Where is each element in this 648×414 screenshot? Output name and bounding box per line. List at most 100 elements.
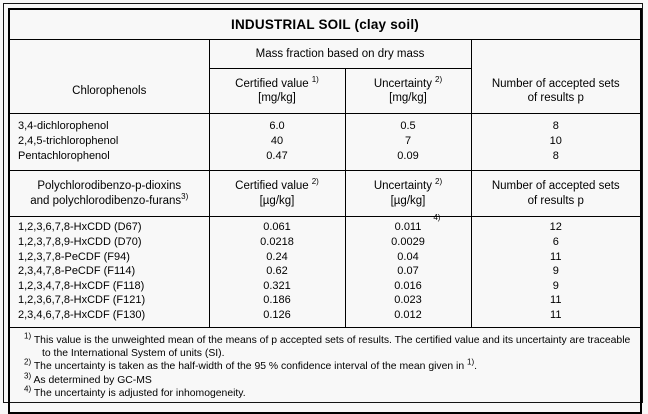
compound-name: Pentachlorophenol bbox=[18, 150, 110, 162]
header-row-1: Chlorophenols Mass fraction based on dry… bbox=[8, 39, 642, 114]
uncertainty-header: Uncertainty 2) [mg/kg] bbox=[344, 68, 472, 114]
accepted-sets-value: 11 bbox=[550, 308, 562, 321]
certified-value: 0.321 bbox=[263, 279, 291, 292]
footnote-text: As determined by GC-MS bbox=[33, 374, 152, 386]
uncertainty-unit: [mg/kg] bbox=[389, 92, 427, 104]
footnote-marker: 1) bbox=[24, 331, 32, 341]
compound-name: 1,2,3,4,7,8-HxCDF (F118) bbox=[18, 279, 145, 292]
accepted-sets-line1: Number of accepted sets bbox=[491, 180, 620, 192]
certified-value: 0.0218 bbox=[260, 236, 294, 249]
footnote-2: 2) The uncertainty is taken as the half-… bbox=[16, 357, 632, 373]
uncertainty-column: 0.5 7 0.09 bbox=[344, 113, 472, 171]
compound-name: 1,2,3,6,7,8-HxCDD (D67) bbox=[18, 221, 142, 234]
certified-value: 6.0 bbox=[269, 120, 285, 132]
certified-value: 40 bbox=[270, 135, 284, 147]
uncertainty-value: 0.0029 bbox=[391, 236, 425, 249]
uncertainty-value: 0.023 bbox=[394, 294, 422, 307]
mass-fraction-header: Mass fraction based on dry mass bbox=[208, 39, 472, 69]
certified-value-label: Certified value bbox=[235, 180, 309, 192]
compound-name: 2,3,4,7,8-PeCDF (F114) bbox=[18, 265, 136, 278]
compound-name-column: 1,2,3,6,7,8-HxCDD (D67) 1,2,3,7,8,9-HxCD… bbox=[8, 216, 210, 328]
footnote-text: This value is the unweighted mean of the… bbox=[33, 335, 631, 360]
certified-value-column: 6.0 40 0.47 bbox=[208, 113, 346, 171]
footnote-tail: . bbox=[474, 361, 478, 373]
footnotes-area: 1) This value is the unweighted mean of … bbox=[8, 327, 642, 413]
certified-value: 0.186 bbox=[263, 294, 291, 307]
uncertainty-value: 0.012 bbox=[394, 308, 422, 321]
uncertainty-value: 0.04 bbox=[397, 250, 419, 263]
certified-value: 0.47 bbox=[266, 150, 288, 162]
compound-name: 2,3,4,6,7,8-HxCDF (F130) bbox=[18, 308, 146, 321]
accepted-sets-value: 11 bbox=[550, 294, 562, 307]
title-row: INDUSTRIAL SOIL (clay soil) bbox=[8, 9, 642, 40]
accepted-sets-value: 8 bbox=[552, 120, 559, 132]
uncertainty-footnote-ref: 2) bbox=[435, 74, 443, 84]
compound-name-column: 3,4-dichlorophenol 2,4,5-trichlorophenol… bbox=[8, 113, 210, 171]
accepted-sets-value: 6 bbox=[552, 236, 559, 249]
certified-value-unit: [mg/kg] bbox=[258, 92, 296, 104]
accepted-sets-value: 8 bbox=[552, 150, 559, 162]
footnote-3: 3) As determined by GC-MS bbox=[16, 371, 632, 387]
certified-value-label: Certified value bbox=[235, 77, 309, 90]
accepted-sets-value: 10 bbox=[549, 135, 562, 147]
compound-name: 2,4,5-trichlorophenol bbox=[18, 135, 119, 147]
footnote-marker: 2) bbox=[24, 357, 32, 367]
uncertainty-label: Uncertainty bbox=[373, 180, 433, 192]
certified-values-table: INDUSTRIAL SOIL (clay soil) Chlorophenol… bbox=[8, 8, 642, 414]
dioxins-label-line2: and polychlorodibenzo-furans bbox=[30, 194, 182, 207]
uncertainty-unit: [µg/kg] bbox=[390, 194, 426, 207]
accepted-sets-line2: of results p bbox=[527, 194, 584, 207]
footnote-text: The uncertainty is taken as the half-wid… bbox=[33, 361, 468, 373]
accepted-sets-value: 12 bbox=[549, 221, 562, 234]
header-row-2: Certified value 1) [mg/kg] Uncertainty 2) … bbox=[9, 68, 641, 114]
accepted-sets-value: 11 bbox=[550, 250, 562, 263]
section-dioxins-header: Polychlorodibenzo-p-dioxins and polychlo… bbox=[8, 170, 210, 217]
section-chlorophenols-header: Chlorophenols bbox=[8, 39, 210, 114]
footnote-marker: 4) bbox=[24, 384, 32, 394]
accepted-sets-column: 12 6 11 9 9 11 11 bbox=[470, 216, 642, 328]
certified-value-header: Certified value 1) [mg/kg] bbox=[208, 68, 346, 114]
footnotes-row: 1) This value is the unweighted mean of … bbox=[8, 327, 642, 413]
uncertainty-value: 0.016 bbox=[394, 279, 422, 292]
uncertainty-column: 0.011 4) 0.0029 0.04 0.07 0.016 0.023 0.0… bbox=[344, 214, 472, 328]
accepted-sets-column: 8 10 8 bbox=[470, 113, 642, 171]
certified-value-header-2: Certified value 2) [µg/kg] bbox=[208, 170, 346, 217]
page-title: INDUSTRIAL SOIL (clay soil) bbox=[8, 9, 642, 40]
dioxins-label-line1: Polychlorodibenzo-p-dioxins bbox=[37, 180, 182, 192]
certified-value: 0.62 bbox=[266, 265, 288, 278]
uncertainty-value: 7 bbox=[404, 135, 412, 147]
footnote-4: 4) The uncertainty is adjusted for inhom… bbox=[16, 384, 632, 400]
compound-name: 3,4-dichlorophenol bbox=[18, 120, 109, 132]
dioxins-data-block: 1,2,3,6,7,8-HxCDD (D67) 1,2,3,7,8,9-HxCD… bbox=[8, 214, 642, 328]
certified-value: 0.126 bbox=[263, 308, 291, 321]
accepted-sets-header-2: Number of accepted sets of results p bbox=[470, 170, 642, 217]
uncertainty-value: 0.5 bbox=[400, 120, 416, 132]
chlorophenols-data-block: 3,4-dichlorophenol 2,4,5-trichlorophenol… bbox=[8, 113, 642, 171]
footnote-1: 1) This value is the unweighted mean of … bbox=[16, 331, 632, 360]
certified-value-footnote-ref: 1) bbox=[311, 74, 319, 84]
compound-name: 1,2,3,7,8,9-HxCDD (D70) bbox=[18, 236, 142, 249]
footnote-marker: 3) bbox=[24, 371, 32, 381]
accepted-sets-line1: Number of accepted sets bbox=[491, 77, 620, 90]
accepted-sets-value: 9 bbox=[552, 279, 559, 292]
certified-value-column: 0.061 0.0218 0.24 0.62 0.321 0.186 0.126 bbox=[208, 216, 346, 328]
accepted-sets-line2: of results p bbox=[527, 92, 584, 104]
uncertainty-value: 0.07 bbox=[397, 265, 419, 278]
certified-value: 0.24 bbox=[266, 250, 288, 263]
dioxins-footnote-ref: 3) bbox=[181, 191, 189, 201]
footnote-text: The uncertainty is adjusted for inhomoge… bbox=[33, 387, 246, 399]
chlorophenols-label: Chlorophenols bbox=[72, 84, 147, 97]
compound-name: 1,2,3,7,8-PeCDF (F94) bbox=[18, 250, 130, 263]
uncertainty-header-2: Uncertainty 2) [µg/kg] bbox=[344, 170, 472, 217]
certified-value: 0.061 bbox=[263, 221, 291, 234]
footnote-inline-ref: 1) bbox=[467, 357, 475, 367]
accepted-sets-header: Number of accepted sets of results p bbox=[470, 39, 642, 114]
certified-value-unit: [µg/kg] bbox=[259, 194, 295, 207]
uncertainty-footnote-ref: 2) bbox=[435, 177, 443, 187]
uncertainty-value: 0.09 bbox=[397, 150, 419, 162]
dioxins-header-row: Polychlorodibenzo-p-dioxins and polychlo… bbox=[8, 170, 642, 217]
accepted-sets-value: 9 bbox=[552, 265, 559, 278]
compound-name: 1,2,3,6,7,8-HxCDF (F121) bbox=[18, 294, 146, 307]
uncertainty-value: 0.011 bbox=[394, 221, 422, 234]
certified-value-footnote-ref: 2) bbox=[311, 177, 319, 187]
